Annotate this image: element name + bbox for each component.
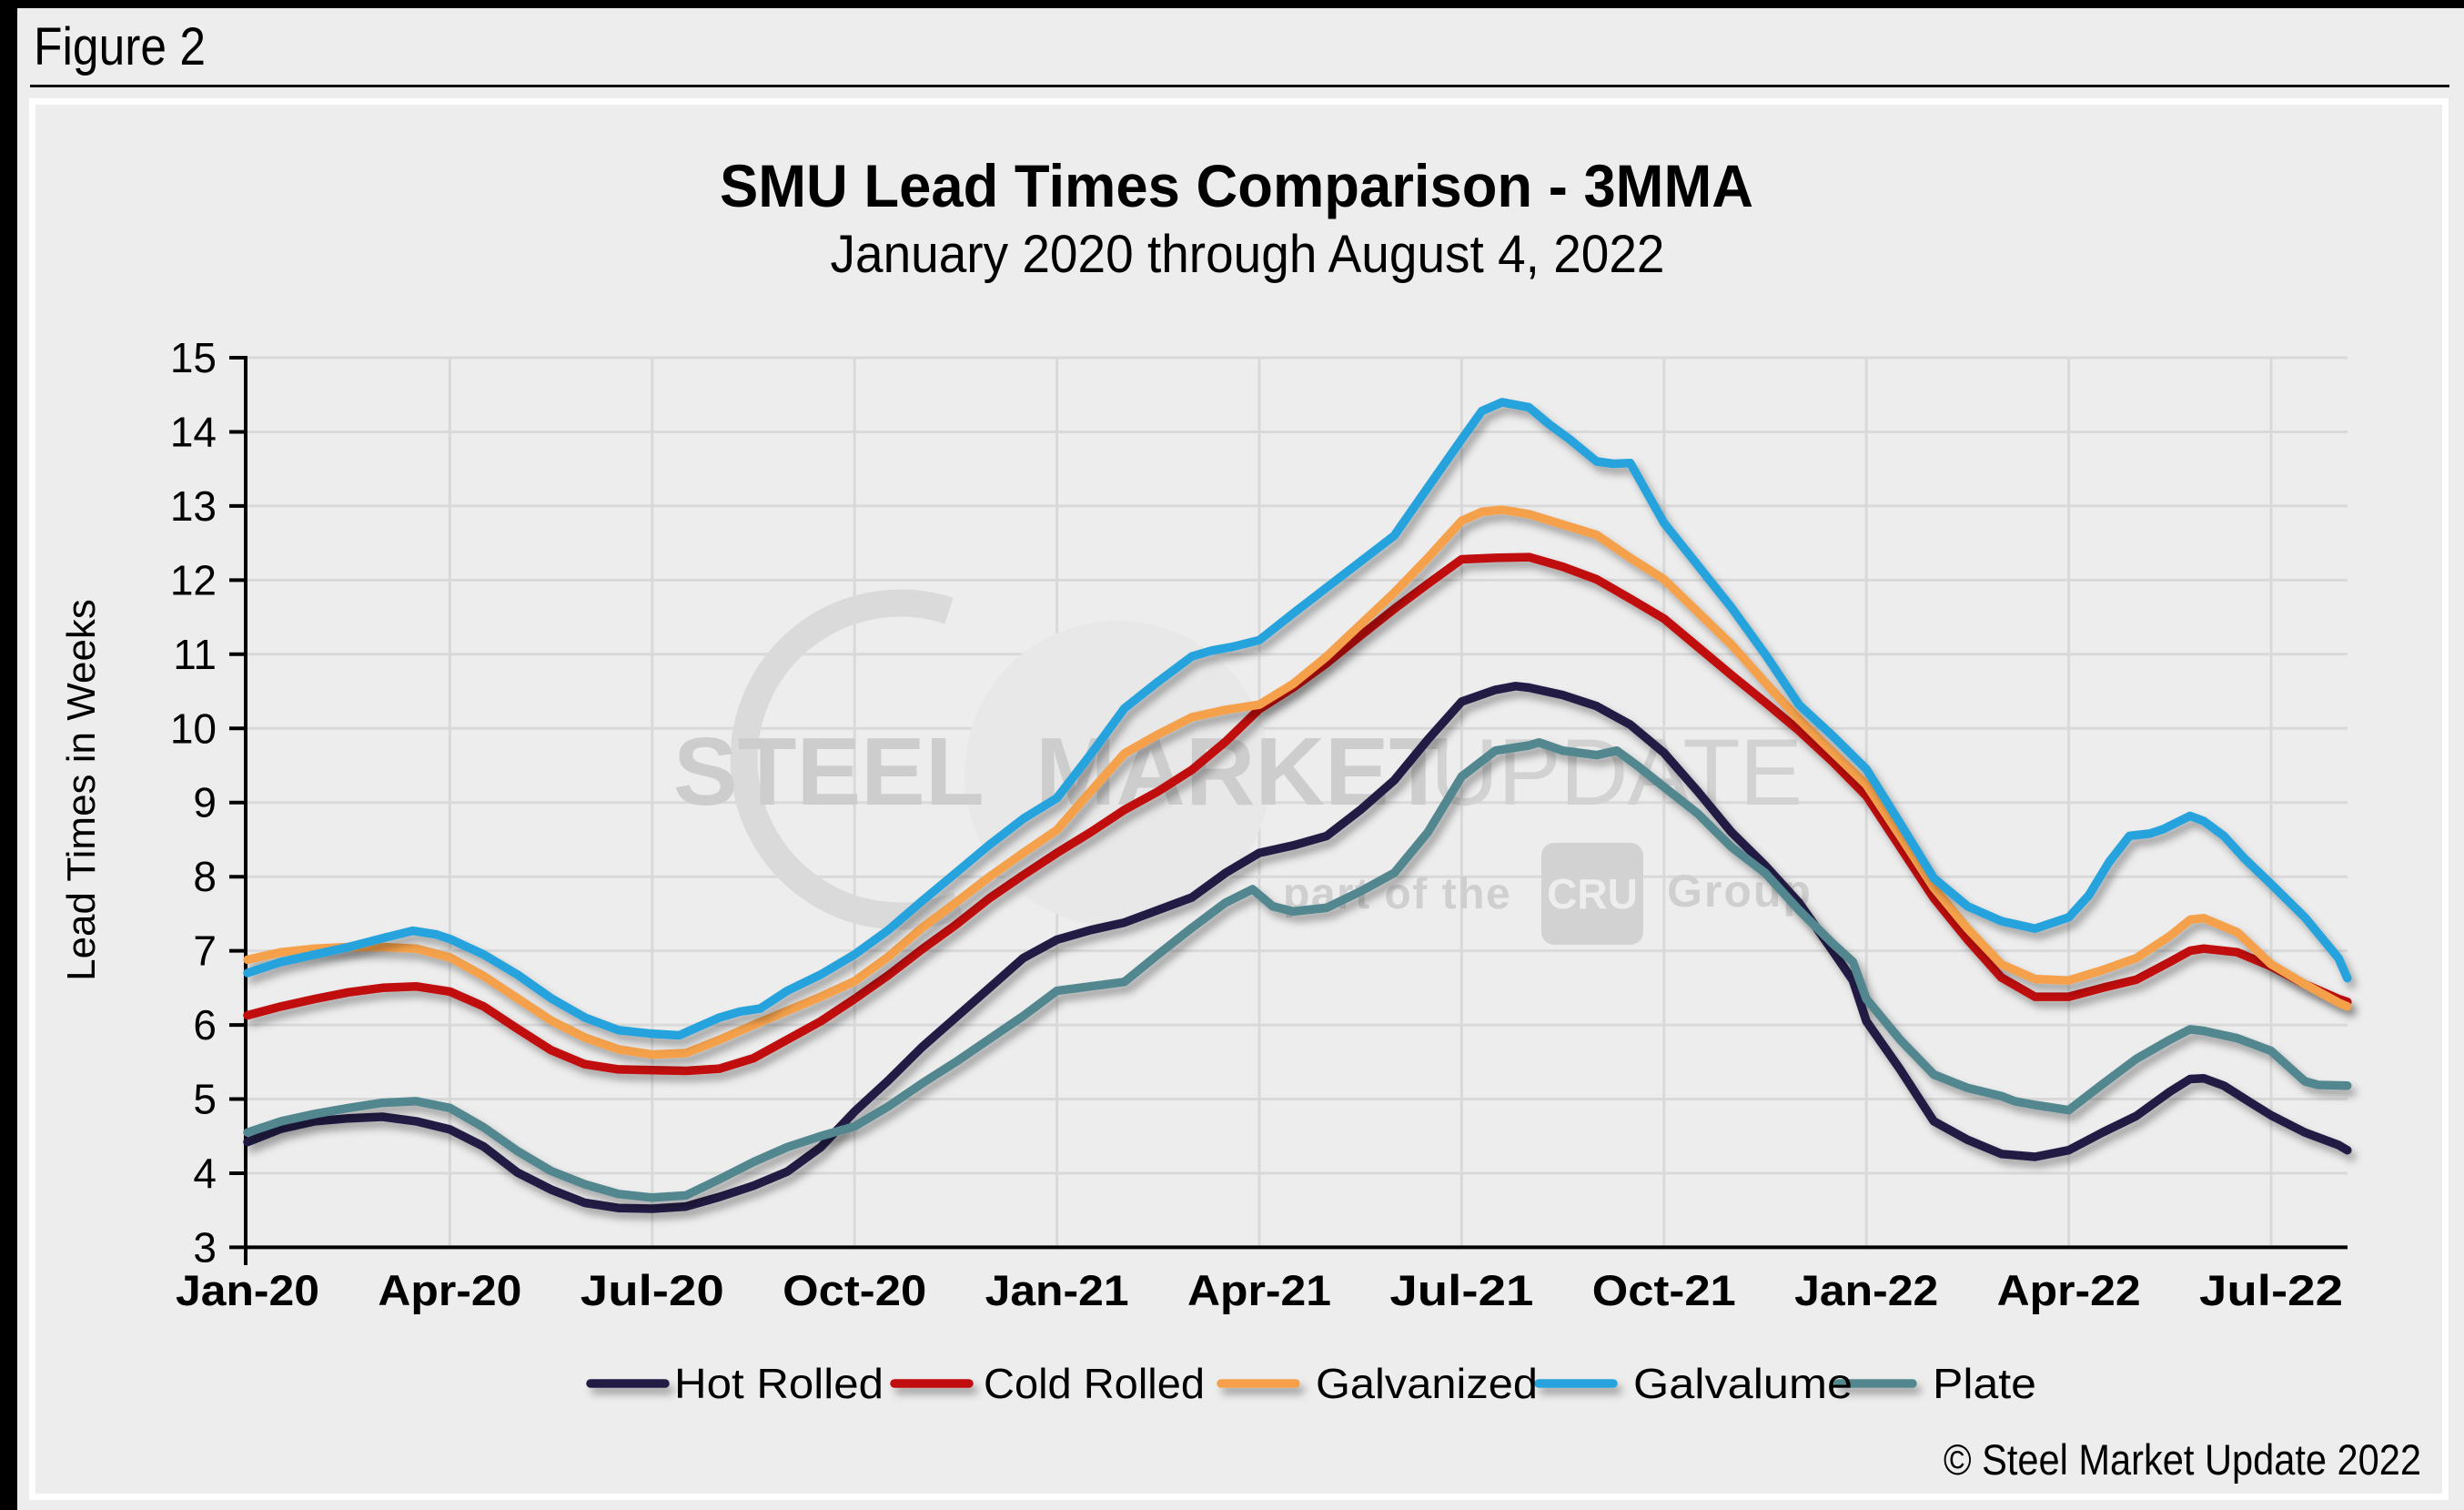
svg-text:January 2020 through August 4,: January 2020 through August 4, 2022	[831, 225, 1665, 284]
svg-text:8: 8	[193, 853, 217, 900]
svg-text:Jan-20: Jan-20	[176, 1266, 319, 1314]
svg-text:10: 10	[170, 704, 217, 752]
svg-text:Cold Rolled: Cold Rolled	[984, 1360, 1205, 1407]
svg-text:Apr-22: Apr-22	[1997, 1266, 2141, 1314]
svg-text:12: 12	[170, 556, 217, 603]
svg-text:Galvalume: Galvalume	[1633, 1360, 1853, 1407]
svg-text:STEEL: STEEL	[673, 718, 985, 826]
svg-text:Figure 2: Figure 2	[34, 17, 206, 76]
svg-text:Plate: Plate	[1933, 1360, 2036, 1407]
svg-text:13: 13	[170, 482, 217, 530]
svg-text:6: 6	[193, 1001, 217, 1049]
svg-text:11: 11	[173, 631, 217, 678]
svg-text:4: 4	[193, 1150, 217, 1197]
svg-text:3: 3	[193, 1223, 217, 1271]
svg-text:15: 15	[170, 334, 217, 381]
svg-text:Apr-21: Apr-21	[1187, 1266, 1331, 1314]
svg-text:Jul-21: Jul-21	[1389, 1266, 1533, 1314]
svg-text:© Steel Market Update 2022: © Steel Market Update 2022	[1944, 1435, 2421, 1484]
svg-text:Apr-20: Apr-20	[378, 1266, 521, 1314]
svg-text:UPDATE: UPDATE	[1430, 720, 1802, 826]
svg-text:Oct-21: Oct-21	[1592, 1266, 1736, 1314]
svg-text:Oct-20: Oct-20	[783, 1266, 926, 1314]
svg-text:14: 14	[170, 409, 217, 456]
svg-text:Jan-21: Jan-21	[985, 1266, 1129, 1314]
svg-text:Jul-22: Jul-22	[2199, 1266, 2343, 1314]
svg-text:Galvanized: Galvanized	[1316, 1360, 1538, 1407]
svg-text:Hot Rolled: Hot Rolled	[674, 1360, 884, 1407]
svg-text:9: 9	[193, 779, 217, 826]
svg-text:7: 7	[193, 927, 217, 975]
svg-text:Jul-20: Jul-20	[581, 1266, 724, 1314]
svg-text:5: 5	[193, 1076, 217, 1123]
svg-text:SMU Lead Times Comparison - 3M: SMU Lead Times Comparison - 3MMA	[720, 152, 1753, 219]
svg-text:CRU: CRU	[1547, 870, 1638, 917]
svg-text:Lead Times in Weeks: Lead Times in Weeks	[59, 599, 104, 981]
svg-text:MARKET: MARKET	[1035, 718, 1448, 826]
svg-text:Jan-22: Jan-22	[1794, 1266, 1938, 1314]
